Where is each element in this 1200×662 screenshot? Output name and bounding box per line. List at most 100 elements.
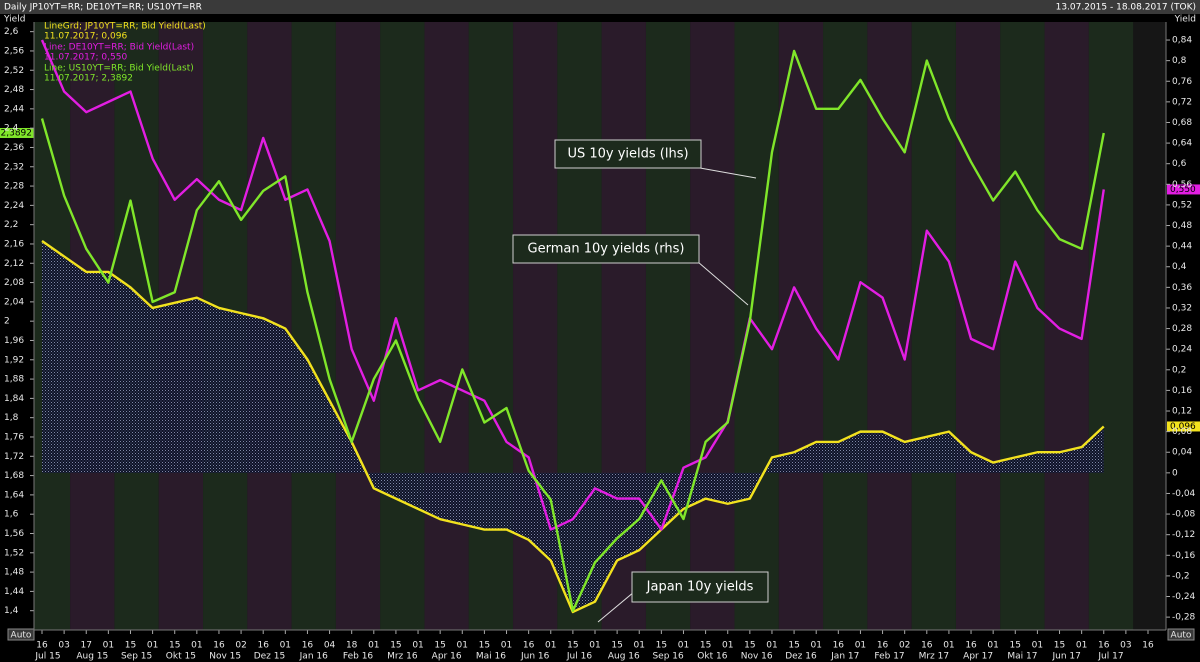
auto-button[interactable] [1167, 628, 1195, 641]
x-tick-label: 01 [987, 641, 998, 651]
y-tick-label: 2,36 [4, 143, 24, 153]
month-label: Okt 15 [166, 652, 196, 662]
last-value-label: 0,550 [1170, 185, 1196, 195]
annotation-connector [699, 167, 757, 179]
y-tick-label: 1,76 [4, 432, 24, 442]
month-label: Mrz 17 [919, 652, 950, 662]
y2-tick-label: 0,44 [1172, 242, 1192, 252]
x-tick-label: 02 [235, 641, 246, 651]
x-tick-label: 15 [788, 641, 799, 651]
month-label: Jul 17 [1097, 652, 1123, 662]
x-tick-label: 16 [213, 641, 225, 651]
y2-tick-label: -0,16 [1172, 551, 1196, 561]
legend-entry: LineGrd; JP10YT=RR; Bid Yield(Last) [44, 22, 206, 32]
auto-label[interactable]: Auto [11, 631, 32, 641]
y-tick-label: 2 [4, 317, 10, 327]
x-tick-label: 01 [1076, 641, 1087, 651]
line [40, 39, 1105, 531]
month-stripe [867, 22, 912, 630]
x-tick-label: 01 [147, 641, 158, 651]
x-tick-label: 15 [1010, 641, 1021, 651]
month-label: Aug 15 [76, 652, 108, 662]
y-tick-label: 1,88 [4, 375, 24, 385]
y2-tick-label: 0,16 [1172, 386, 1192, 396]
month-stripe [1044, 22, 1089, 630]
x-tick-label: 15 [434, 641, 445, 651]
line [41, 239, 1105, 614]
y2-tick-label: -0,12 [1172, 530, 1195, 540]
month-label: Dez 16 [785, 652, 817, 662]
y-tick-label: 2,08 [4, 278, 24, 288]
annotation-box [631, 571, 769, 603]
x-tick-label: 16 [1142, 641, 1154, 651]
month-label: Aug 16 [608, 652, 640, 662]
y2-tick-label: 0,32 [1172, 303, 1192, 313]
y2-tick-label: 0,68 [1172, 118, 1192, 128]
month-label: Feb 16 [343, 652, 374, 662]
x-tick-label: 01 [280, 641, 291, 651]
y-tick-label: 1,64 [4, 490, 24, 500]
month-label: Jul 16 [566, 652, 592, 662]
legend-detail: 11.07.2017; 0,550 [44, 53, 127, 63]
month-label: Sep 15 [121, 652, 152, 662]
annotation-box [512, 234, 700, 264]
x-tick-label: 16 [833, 641, 845, 651]
month-label: Apr 17 [963, 652, 993, 662]
x-tick-label: 15 [1054, 641, 1065, 651]
y2-tick-label: 0,84 [1172, 36, 1192, 46]
month-label: Mai 17 [1007, 652, 1037, 662]
y2-tick-label: 0,4 [1172, 262, 1187, 272]
annotation: German 10y yields (rhs) [528, 242, 685, 257]
x-tick-label: 01 [545, 641, 556, 651]
y2-tick-label: 0,08 [1172, 427, 1192, 437]
x-tick-label: 01 [634, 641, 645, 651]
month-stripe [823, 22, 868, 630]
x-tick-label: 01 [589, 641, 600, 651]
y2-tick-label: 0,8 [1172, 56, 1187, 66]
x-tick-label: 16 [921, 641, 933, 651]
month-stripe [955, 22, 1001, 630]
y-tick-label: 2,04 [4, 297, 24, 307]
x-tick-label: 15 [656, 641, 667, 651]
x-tick-label: 03 [58, 641, 69, 651]
y-tick-label: 1,44 [4, 587, 24, 597]
y-tick-label: 2,6 [4, 27, 19, 37]
annotation-connector [697, 261, 749, 306]
x-tick-label: 17 [81, 641, 92, 651]
x-tick-label: 15 [611, 641, 622, 651]
y-tick-label: 1,56 [4, 529, 24, 539]
annotation: US 10y yields (lhs) [567, 147, 688, 162]
y2-tick-label: 0,36 [1172, 283, 1192, 293]
y2-tick-label: -0,04 [1172, 489, 1196, 499]
y2-tick-label: 0,48 [1172, 221, 1192, 231]
last-value-label: 0,096 [1170, 422, 1196, 432]
x-tick-label: 01 [722, 641, 733, 651]
x-tick-label: 15 [125, 641, 136, 651]
x-tick-label: 01 [191, 641, 202, 651]
x-tick-label: 01 [1032, 641, 1043, 651]
x-tick-label: 01 [457, 641, 468, 651]
y2-tick-label: 0,64 [1172, 139, 1192, 149]
month-label: Mai 16 [476, 652, 506, 662]
y-tick-label: 2,28 [4, 182, 24, 192]
month-stripe [424, 22, 469, 630]
x-tick-label: 01 [678, 641, 689, 651]
auto-button[interactable] [7, 628, 35, 641]
y2-tick-label: -0,2 [1172, 571, 1190, 581]
y2-tick-label: 0,56 [1172, 180, 1192, 190]
y-tick-label: 2,56 [4, 46, 24, 56]
x-tick-label: 15 [700, 641, 711, 651]
y-tick-label: 2,32 [4, 162, 24, 172]
x-tick-label: 01 [368, 641, 379, 651]
legend-detail: 11.07.2017; 2,3892 [44, 74, 133, 84]
line [40, 49, 1105, 612]
x-tick-label: 02 [899, 641, 910, 651]
y-tick-label: 2,16 [4, 239, 24, 249]
auto-label[interactable]: Auto [1171, 631, 1192, 641]
month-stripe [380, 22, 425, 630]
month-stripe [335, 22, 381, 630]
x-tick-label: 01 [943, 641, 954, 651]
y-tick-label: 2,44 [4, 104, 24, 114]
month-stripe [291, 22, 336, 630]
